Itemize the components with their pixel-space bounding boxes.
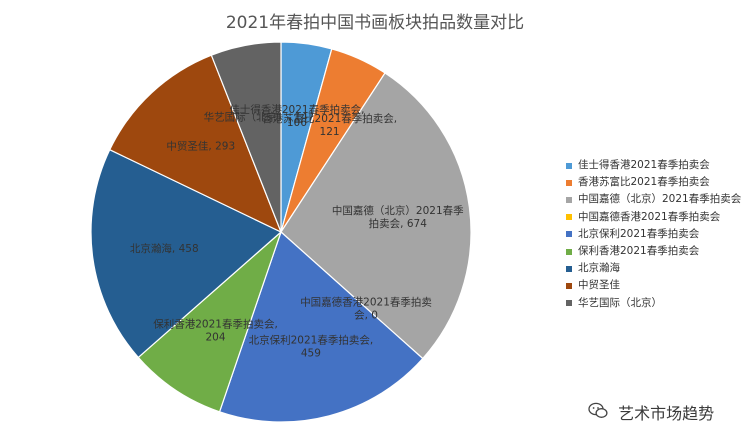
data-label: 北京瀚海, 458 (130, 242, 199, 255)
pie-slices (90, 41, 472, 423)
legend-label: 佳士得香港2021春季拍卖会 (578, 159, 710, 171)
legend-label: 香港苏富比2021春季拍卖会 (578, 176, 710, 189)
data-label: 中国嘉德香港2021春季拍卖会, 0 (300, 295, 432, 321)
pie-slice (90, 148, 283, 359)
chart-title: 2021年春拍中国书画板块拍品数量对比 (225, 13, 525, 33)
legend-label: 北京保利2021春季拍卖会 (578, 227, 700, 240)
legend-label: 北京瀚海 (578, 262, 620, 275)
legend-item: 保利香港2021春季拍卖会 (566, 243, 741, 260)
legend-swatch (566, 162, 572, 169)
legend-item: 中国嘉德（北京）2021春季拍卖会 (566, 191, 741, 208)
legend-item: 香港苏富比2021春季拍卖会 (566, 174, 741, 191)
data-label: 北京保利2021春季拍卖会, 459 (249, 333, 374, 359)
legend-swatch (566, 248, 572, 255)
legend-item: 北京瀚海 (566, 260, 741, 277)
watermark: 艺术市场趋势 (588, 400, 714, 424)
chart-legend: 佳士得香港2021春季拍卖会 香港苏富比2021春季拍卖会中国嘉德（北京）2021… (566, 157, 741, 312)
legend-label: 保利香港2021春季拍卖会 (578, 245, 700, 258)
legend-swatch (566, 300, 572, 307)
legend-item: 北京保利2021春季拍卖会 (566, 226, 741, 243)
pie-slice (280, 72, 472, 360)
legend-item: 中贸圣佳 (566, 277, 741, 294)
pie-slice (137, 230, 283, 413)
legend-swatch (566, 265, 572, 272)
data-label: 保利香港2021春季拍卖会, 204 (153, 317, 278, 343)
pie-slice (108, 54, 283, 234)
legend-label: 中贸圣佳 (578, 279, 620, 292)
legend-label: 中国嘉德（北京）2021春季拍卖会 (578, 193, 742, 206)
legend-swatch (566, 197, 572, 203)
legend-swatch (566, 231, 572, 238)
legend-label: 中国嘉德香港2021春季拍卖会 (578, 210, 721, 223)
data-label: 华艺国际（北京）, 147 (204, 110, 315, 123)
legend-swatch (566, 283, 572, 290)
legend-item: 中国嘉德香港2021春季拍卖会 (566, 209, 741, 226)
legend-item: 佳士得香港2021春季拍卖会 (566, 157, 741, 174)
pie-slice (218, 230, 424, 423)
data-label: 佳士得香港2021春季拍卖会, 106 (229, 103, 364, 129)
legend-swatch (566, 179, 572, 186)
wechat-icon (588, 402, 613, 423)
pie-slice (210, 41, 282, 233)
data-label: 香港苏富比2021春季拍卖会, 121 (262, 112, 397, 138)
legend-item: 华艺国际（北京） (566, 295, 741, 312)
watermark-text: 艺术市场趋势 (618, 404, 715, 423)
legend-label: 华艺国际（北京） (578, 296, 662, 309)
legend-swatch (566, 214, 572, 221)
data-label: 中国嘉德（北京）2021春季拍卖会, 674 (332, 204, 464, 230)
data-label: 中贸圣佳, 293 (166, 140, 235, 153)
